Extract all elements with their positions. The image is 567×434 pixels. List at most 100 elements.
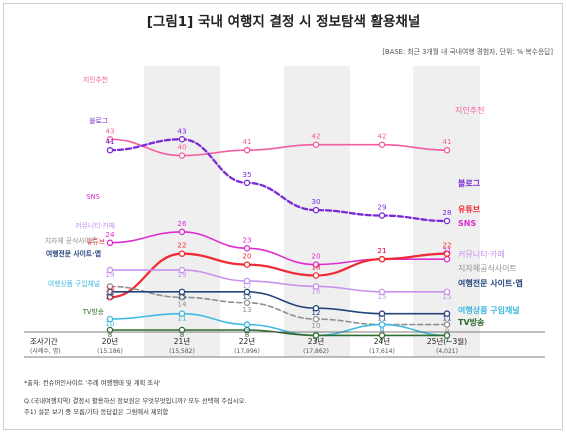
data-point — [312, 283, 320, 290]
data-point — [443, 255, 451, 263]
data-label: 21 — [442, 246, 451, 255]
data-label: 21 — [377, 246, 386, 255]
data-point — [178, 135, 186, 143]
data-point — [178, 288, 186, 296]
data-label: 19 — [177, 270, 187, 279]
data-label: 43 — [177, 126, 186, 135]
data-label: 9 — [445, 327, 450, 336]
data-label: 41 — [105, 137, 114, 146]
sample-size-label: (17,614) — [369, 348, 395, 355]
data-label: 15 — [377, 292, 386, 301]
x-tick-label: 24년 — [374, 336, 391, 346]
data-point — [443, 250, 451, 257]
data-label: 24 — [105, 230, 115, 239]
data-label: 10 — [105, 319, 115, 328]
sample-size-label: (4,021) — [436, 348, 458, 355]
series-end-label: TV방송 — [458, 317, 485, 327]
series-line — [109, 269, 448, 293]
data-label: 14 — [105, 284, 115, 293]
data-label: 7 — [445, 335, 450, 344]
data-label: 23 — [242, 235, 251, 244]
legend-label: SNS — [86, 193, 100, 201]
data-point — [443, 332, 451, 339]
data-label: 40 — [177, 143, 187, 152]
data-label: 12 — [311, 308, 320, 317]
x-subheader: (사례수, 명) — [30, 347, 61, 355]
data-label: 22 — [442, 241, 451, 250]
series-line — [109, 291, 448, 315]
data-point — [312, 315, 320, 323]
data-label: 8 — [245, 330, 250, 339]
data-label: 9 — [380, 327, 385, 336]
data-label: 9 — [245, 325, 250, 334]
data-label: 10 — [311, 321, 321, 330]
data-point — [178, 326, 186, 334]
legend-label: 지자체 공식사이트 — [45, 236, 97, 245]
data-label: 8 — [180, 330, 185, 339]
sample-size-label: (17,862) — [303, 348, 329, 355]
series-line — [108, 252, 449, 299]
data-point — [443, 146, 451, 154]
data-label: 21 — [377, 246, 386, 255]
x-tick-label: 23년 — [308, 336, 325, 346]
legend-label: 유튜브 — [86, 238, 105, 246]
data-point — [312, 261, 320, 268]
data-label: 7 — [314, 335, 319, 344]
x-header: 조사기간 — [30, 336, 58, 346]
series-line — [109, 329, 448, 337]
data-label: 26 — [177, 219, 187, 228]
legend-label: 블로그 — [89, 116, 108, 125]
data-label: 7 — [380, 335, 385, 344]
series-end-label: SNS — [458, 219, 476, 228]
data-point — [243, 277, 251, 285]
data-label: 20 — [242, 252, 252, 261]
data-point — [106, 135, 114, 143]
data-label: 11 — [177, 314, 186, 323]
data-point — [178, 228, 186, 236]
data-point — [378, 310, 386, 317]
data-point — [106, 315, 114, 323]
column-band-3 — [413, 66, 480, 357]
sample-size-label: (15,186) — [97, 348, 123, 355]
series-end-label: 여행상품 구입채널 — [458, 305, 520, 315]
data-label: 20 — [311, 252, 321, 261]
series-line — [109, 138, 448, 157]
data-point — [312, 304, 320, 312]
data-label: 41 — [442, 137, 451, 146]
x-axis-table: 조사기간(사례수, 명) 20년 (15,186) 21년 (15,582) 22년 (17… — [24, 331, 545, 358]
data-label: 42 — [311, 132, 320, 141]
legend-label: TV방송 — [82, 307, 104, 316]
base-note: [BASE: 최근 3개월 내 국내여행 경험자, 단위: % 복수응답] — [382, 48, 553, 56]
data-label: 29 — [377, 203, 387, 212]
data-point — [378, 141, 386, 148]
data-point — [106, 239, 114, 247]
data-point — [312, 206, 320, 214]
series-end-label: 지인추천 — [455, 105, 484, 115]
data-label: 11 — [442, 314, 451, 323]
data-point — [106, 146, 114, 154]
data-label: 15 — [442, 292, 451, 301]
series-end-label: 커뮤니티·카페 — [458, 249, 505, 259]
data-point — [243, 288, 251, 296]
data-label: 22 — [177, 241, 186, 250]
data-point — [178, 266, 186, 274]
data-point — [243, 299, 251, 306]
data-point — [243, 179, 251, 187]
data-point — [243, 146, 251, 154]
data-point — [443, 310, 451, 317]
data-point — [312, 332, 320, 339]
data-label: 11 — [377, 314, 386, 323]
data-label: 16 — [105, 288, 115, 297]
legend-label: 여행전문 사이트·앱 — [46, 249, 101, 258]
data-label: 18 — [311, 263, 321, 272]
x-tick-label: 22년 — [239, 336, 256, 346]
data-label: 16 — [311, 286, 321, 295]
x-tick-label: 21년 — [174, 336, 191, 346]
data-label: 28 — [442, 208, 452, 217]
series-end-label: 유튜브 — [458, 205, 481, 214]
legend-label: 여행상품 구입채널 — [48, 279, 100, 288]
data-point — [378, 332, 386, 339]
data-point — [243, 326, 251, 334]
